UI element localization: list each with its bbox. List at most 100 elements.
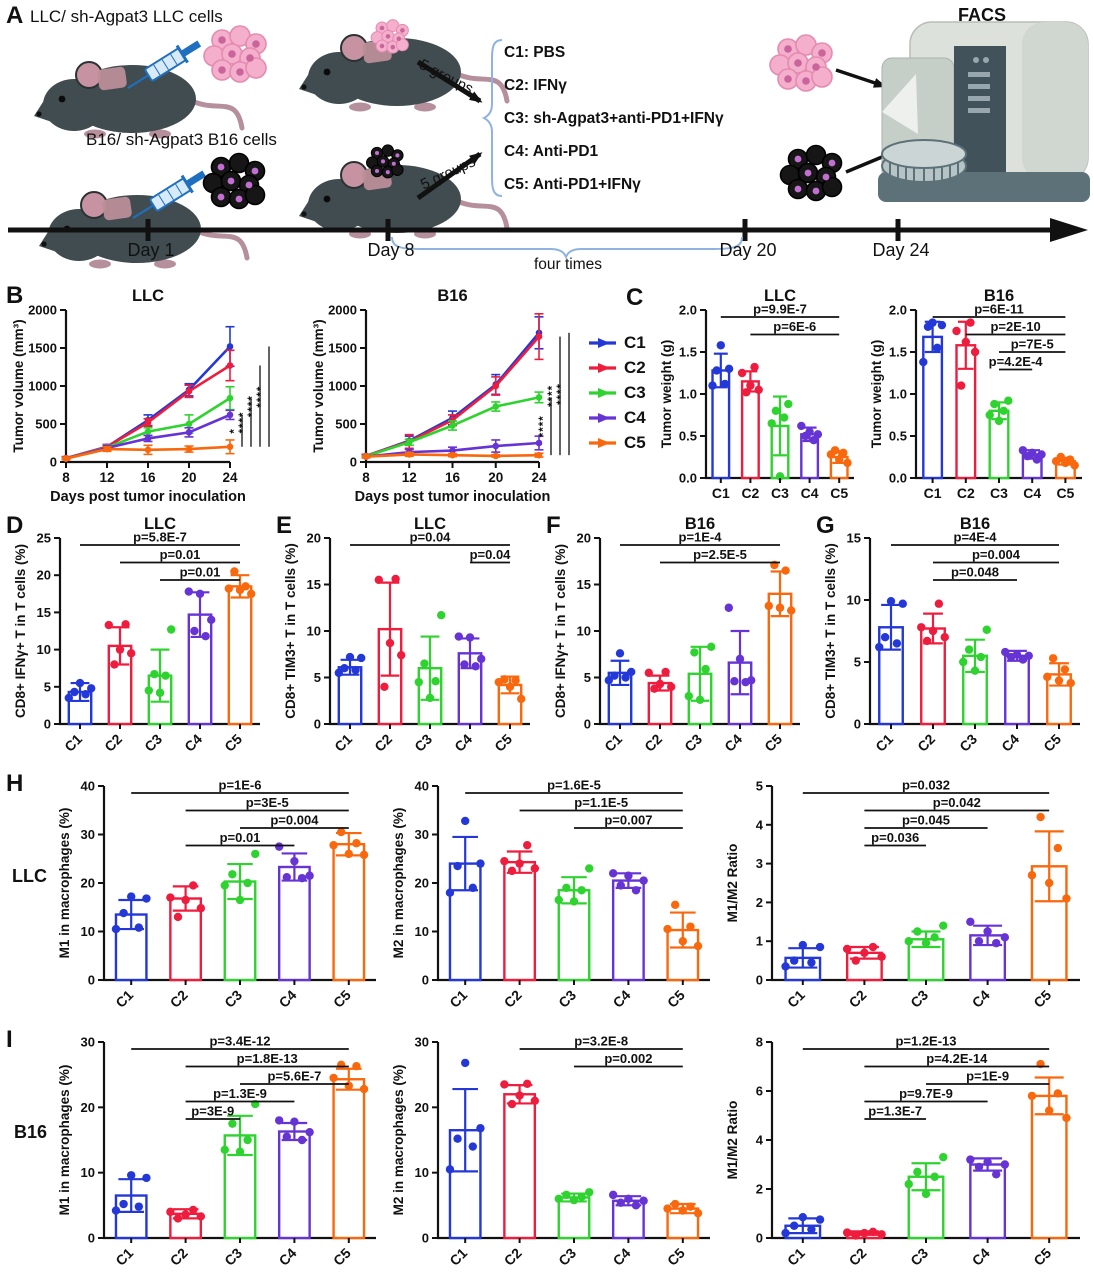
p-value-label: p=2E-10 — [990, 319, 1040, 334]
y-tick-label: 1500 — [328, 341, 357, 356]
chart-tumor-weight-llc: LLC Tumor weight (g) 0.0 0.5 1.0 1.5 2.0 C1 C2 C3… — [659, 287, 854, 501]
data-dot-C5 — [359, 1084, 369, 1094]
data-dot-C4 — [1000, 933, 1010, 942]
data-dot-C4 — [616, 1198, 625, 1207]
x-category-label: C5 — [664, 1245, 688, 1269]
panel-a-label: A — [6, 2, 24, 29]
data-dot-C2 — [515, 859, 524, 868]
y-tick-label: 10 — [577, 624, 591, 639]
data-dot-C3 — [707, 642, 716, 652]
data-dot-C2 — [374, 575, 383, 585]
data-dot-C4 — [1037, 450, 1046, 459]
legend-item-C1: C1 — [588, 333, 646, 353]
data-dot-C5 — [764, 601, 773, 611]
x-tick-label: 16 — [140, 470, 156, 485]
y-tick-label: 15 — [577, 577, 591, 592]
data-dot-C5 — [678, 1206, 687, 1215]
x-category-label: C3 — [411, 731, 435, 755]
y-tick-label: 20 — [307, 531, 321, 546]
day1-label: Day 1 — [127, 240, 175, 260]
chart-title: LLC — [132, 287, 164, 305]
x-category-label: C5 — [761, 731, 785, 755]
data-dot-C3 — [144, 686, 153, 695]
data-dot-C5 — [1062, 1113, 1071, 1123]
data-dot-C3 — [930, 1172, 939, 1181]
y-tick-label: 20 — [415, 876, 429, 891]
sig-label: * — [229, 428, 241, 433]
x-category-label: C5 — [491, 731, 515, 755]
p-value-label: p=5.6E-7 — [267, 1069, 321, 1084]
data-dot-C3 — [585, 864, 594, 873]
x-axis-label: Days post tumor inoculation — [355, 489, 551, 505]
p-value-label: p=3.2E-8 — [574, 1034, 628, 1049]
facs-machine-icon — [878, 21, 1090, 202]
x-category-label: C4 — [610, 1245, 634, 1269]
x-category-label: C5 — [830, 485, 848, 501]
data-dot-C3 — [562, 1190, 571, 1200]
data-dot-C4 — [608, 869, 618, 878]
data-dot-C2 — [860, 1228, 869, 1238]
y-tick-label: 30 — [415, 827, 429, 842]
data-dot-C2 — [397, 650, 406, 660]
data-dot-C3 — [771, 406, 781, 415]
x-category-label: C1 — [601, 731, 625, 755]
bar-C4 — [277, 865, 311, 982]
data-dot-C2 — [877, 952, 886, 961]
data-dot-C5 — [336, 827, 346, 837]
data-dot-C2 — [917, 623, 926, 632]
x-category-label: C1 — [61, 731, 85, 755]
chart-title: B16 — [437, 287, 467, 305]
data-dot-C2 — [966, 318, 975, 327]
chart-m1-llc: M1 in macrophages (%) 0 10 20 30 40 C1 C2 C3 C4 C5… — [57, 778, 376, 1011]
y-tick-label: 10 — [81, 1165, 95, 1180]
data-dot-C5 — [686, 922, 695, 931]
data-dot-C4 — [809, 436, 818, 445]
x-category-label: C2 — [501, 987, 525, 1011]
x-category-label: C2 — [371, 731, 395, 755]
data-dot-C5 — [352, 1061, 361, 1071]
data-dot-C5 — [505, 682, 515, 691]
marker-C5 — [405, 451, 413, 458]
y-tick-label: 1.0 — [889, 387, 907, 402]
p-value-label: p=9.7E-9 — [899, 1086, 953, 1101]
p-value-label: p=3.4E-12 — [209, 1034, 270, 1049]
x-category-label: C2 — [641, 731, 665, 755]
data-dot-C5 — [830, 446, 840, 455]
data-dot-C1 — [476, 1124, 485, 1133]
legend-marker-icon — [589, 363, 616, 373]
p-value-label: p=1.1E-5 — [574, 795, 628, 810]
data-dot-C4 — [282, 872, 291, 882]
y-tick-label: 0 — [422, 973, 429, 988]
data-dot-C2 — [851, 956, 860, 965]
marker-C5 — [185, 445, 193, 453]
data-dot-C2 — [166, 1207, 175, 1217]
y-axis-label: M1 in macrophages (%) — [57, 808, 72, 959]
y-axis-label: M2 in macrophages (%) — [391, 808, 406, 959]
data-dot-C3 — [167, 625, 176, 634]
data-dot-C3 — [982, 625, 991, 634]
mouse-icon — [34, 62, 242, 139]
data-dot-C4 — [282, 1132, 291, 1141]
data-dot-C5 — [1066, 678, 1075, 688]
data-dot-C4 — [747, 676, 756, 685]
y-axis-label: CD8+ IFNγ+ T in T cells (%) — [553, 544, 568, 718]
x-category-label: C2 — [167, 1245, 191, 1269]
data-dot-C1 — [615, 649, 625, 658]
data-dot-C3 — [243, 1135, 252, 1145]
x-category-label: C4 — [998, 731, 1022, 755]
p-value-label: p=0.032 — [902, 778, 950, 793]
data-dot-C4 — [624, 871, 633, 880]
data-dot-C1 — [604, 676, 613, 685]
data-dot-C5 — [1036, 812, 1045, 822]
data-dot-C1 — [119, 908, 128, 918]
y-tick-label: 5 — [584, 670, 591, 685]
chart-title: LLC — [144, 515, 176, 533]
data-dot-C1 — [880, 633, 890, 642]
y-tick-label: 15 — [307, 577, 321, 592]
marker-C5 — [144, 446, 152, 454]
sig-label: **** — [238, 412, 250, 434]
marker-C3 — [226, 394, 234, 402]
data-dot-C3 — [1004, 396, 1013, 405]
data-dot-C3 — [243, 878, 252, 888]
data-dot-C4 — [184, 587, 193, 596]
